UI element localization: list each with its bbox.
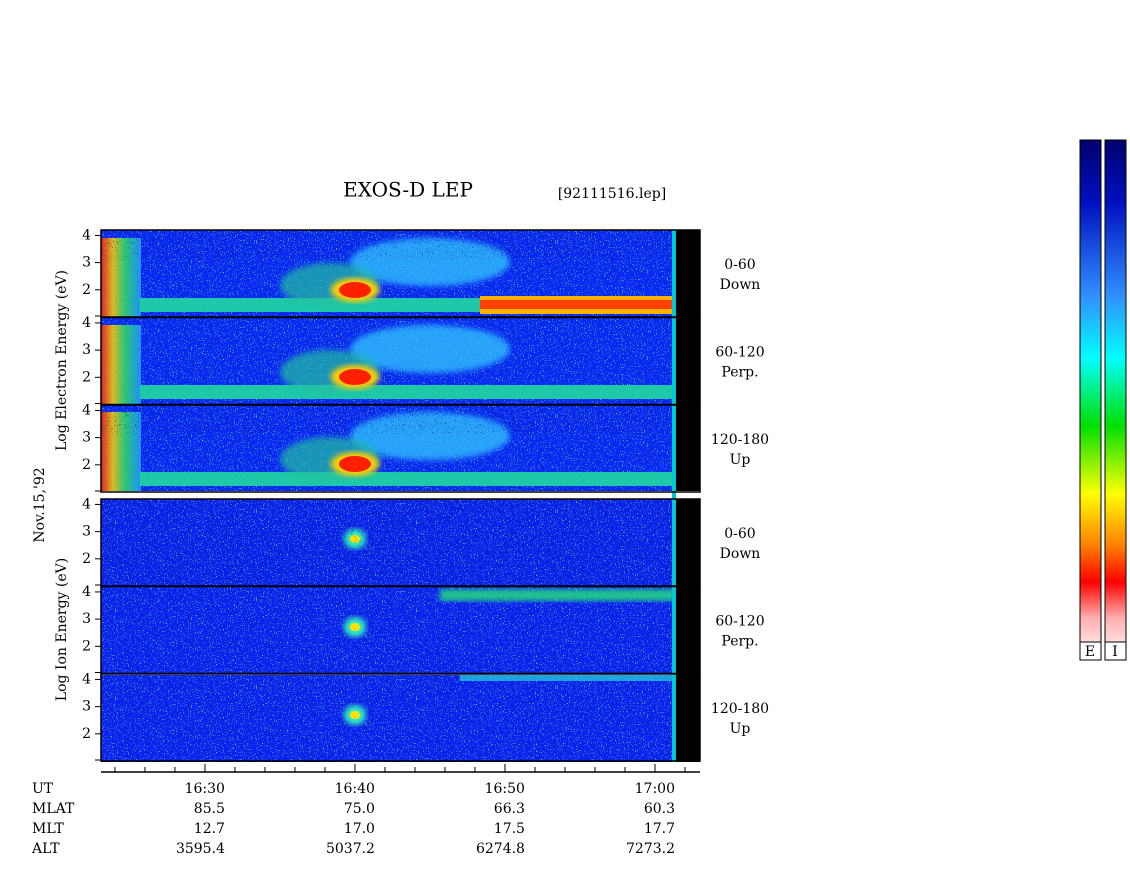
ephemeris-value: 12.7 <box>194 821 225 837</box>
ephemeris-value: 17.7 <box>644 821 675 837</box>
ephemeris-value: 5037.2 <box>326 841 375 857</box>
ephemeris-value: 17.0 <box>344 821 375 837</box>
x-tick-label: 16:30 <box>185 781 225 797</box>
y-axis-label: Log Ion Energy (eV) <box>54 558 70 701</box>
panel-label: 60-120 <box>715 345 764 361</box>
y-tick-label: 3 <box>82 430 91 446</box>
y-tick-label: 2 <box>82 551 91 567</box>
ephemeris-value: 85.5 <box>194 801 225 817</box>
panel-label: Down <box>720 277 761 293</box>
ephemeris-value: 66.3 <box>494 801 525 817</box>
y-tick-label: 4 <box>82 496 91 512</box>
colorbar-label: I <box>1112 644 1118 660</box>
y-tick-label: 2 <box>82 369 91 385</box>
y-tick-label: 2 <box>82 282 91 298</box>
colorbar-box <box>1104 641 1127 661</box>
colorbar <box>1079 139 1102 661</box>
x-tick-label: 16:50 <box>485 781 525 797</box>
y-tick-label: 4 <box>82 227 91 243</box>
panel-label: 120-180 <box>711 432 769 448</box>
panel-frame <box>100 673 701 762</box>
y-tick-label: 3 <box>82 611 91 627</box>
ephemeris-value: 60.3 <box>644 801 675 817</box>
y-tick-label: 4 <box>82 584 91 600</box>
date-label: Nov.15,'92 <box>32 467 48 542</box>
ephemeris-value: 6274.8 <box>476 841 525 857</box>
panel-label: Perp. <box>721 365 758 381</box>
ephemeris-value: 3595.4 <box>176 841 225 857</box>
panel-label: Down <box>720 546 761 562</box>
title: EXOS-D LEP <box>343 178 473 202</box>
panel-label: 0-60 <box>724 526 755 542</box>
ephemeris-value: 7273.2 <box>626 841 675 857</box>
row-label: MLAT <box>32 801 75 817</box>
y-tick-label: 4 <box>82 402 91 418</box>
colorbar <box>1104 139 1127 661</box>
panel-label: 0-60 <box>724 257 755 273</box>
y-tick-label: 4 <box>82 315 91 331</box>
y-axis-label: Log Electron Energy (eV) <box>54 270 70 451</box>
row-label: MLT <box>32 821 64 837</box>
x-tick-label: 17:00 <box>635 781 675 797</box>
panel-label: Perp. <box>721 634 758 650</box>
colorbar-label: E <box>1085 644 1095 660</box>
colorbar-box <box>1079 641 1102 661</box>
y-tick-label: 3 <box>82 524 91 540</box>
spectrogram-image <box>101 230 700 762</box>
ephemeris-value: 17.5 <box>494 821 525 837</box>
y-tick-label: 3 <box>82 342 91 358</box>
x-tick-label: 16:40 <box>335 781 375 797</box>
panel-label: Up <box>730 721 751 737</box>
y-tick-label: 3 <box>82 255 91 271</box>
y-tick-label: 2 <box>82 457 91 473</box>
y-tick-label: 2 <box>82 638 91 654</box>
panel-label: 120-180 <box>711 701 769 717</box>
row-label: UT <box>32 781 54 797</box>
panel-label: Up <box>730 452 751 468</box>
file-label: [92111516.lep] <box>558 186 666 202</box>
y-tick-label: 3 <box>82 699 91 715</box>
row-label: ALT <box>31 841 60 857</box>
ephemeris-value: 75.0 <box>344 801 375 817</box>
y-tick-label: 4 <box>82 671 91 687</box>
panel-frame <box>100 404 701 493</box>
panel-label: 60-120 <box>715 614 764 630</box>
y-tick-label: 2 <box>82 726 91 742</box>
